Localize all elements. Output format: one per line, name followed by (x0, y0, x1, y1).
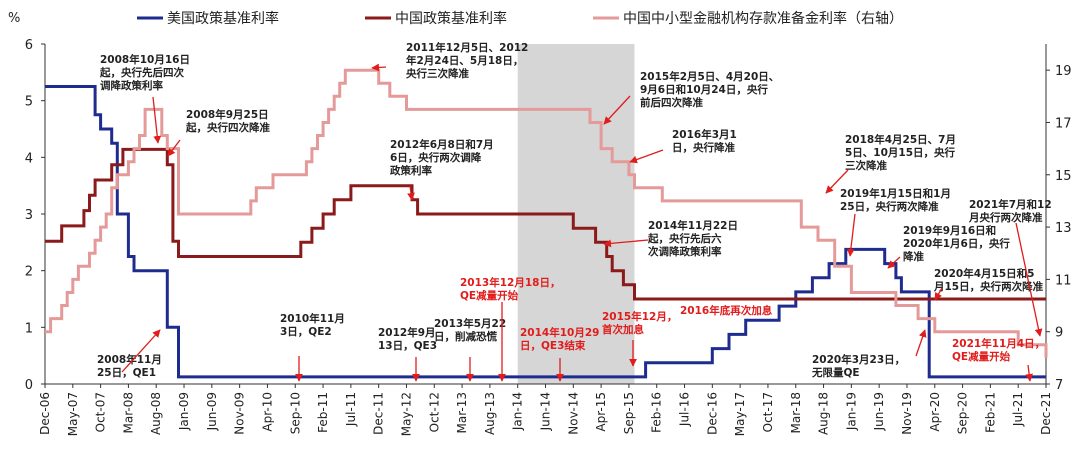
annotation-15: 2014年10月29 日，QE3结束 (520, 326, 599, 352)
annotation-arrow-18 (1025, 364, 1033, 382)
x-tick-label: Aug-08 (149, 392, 163, 435)
annotation-10: 2020年4月15日和5 月15日，央行两次降准 (933, 267, 1044, 293)
x-tick-label: Jun-14 (539, 392, 553, 431)
x-tick-label: Aug-18 (817, 392, 831, 435)
y-left-tick-label: 0 (25, 378, 33, 393)
annotation-4: 2016年3月1 日，央行降准 (672, 128, 737, 154)
annotation-arrow-2 (371, 63, 387, 72)
annotation-arrow-5 (407, 185, 415, 201)
x-tick-label: Jun-09 (205, 392, 219, 431)
annotation-arrow-19 (915, 329, 927, 357)
y-right-tick-label: 13 (1055, 221, 1072, 236)
y-left-tick-label: 2 (25, 265, 33, 280)
annotation-2: 2011年12月5日、2012 年2月24日、5月18日，央行三次降准 (406, 41, 528, 80)
y-left-tick-label: 1 (25, 321, 33, 336)
x-tick-label: Feb-11 (316, 392, 330, 433)
legend-us-label: 美国政策基准利率 (167, 10, 279, 27)
annotation-arrow-11 (1015, 222, 1043, 337)
x-tick-label: Sep-20 (956, 392, 970, 434)
annotation-arrow-10 (934, 287, 943, 301)
annotation-3: 2015年2月5日、4月20日、 9月6日和10月24日，央行前后四次降准 (640, 70, 779, 109)
annotation-arrow-3 (603, 95, 631, 125)
annotation-13: 2015年12月，首次加息 (602, 310, 677, 336)
y-left-tick-label: 4 (25, 151, 33, 166)
annotation-arrow-20 (121, 329, 161, 373)
y-right-tick-label: 11 (1055, 273, 1072, 288)
x-tick-label: Jan-09 (177, 392, 191, 431)
y-left-tick-label: 3 (25, 208, 33, 223)
y-left-tick-label: 5 (25, 95, 33, 110)
x-tick-label: Mar-13 (455, 392, 469, 433)
x-tick-label: Dec-06 (38, 392, 52, 435)
series-line-0 (45, 85, 1046, 379)
y-left-tick-label: 6 (25, 38, 33, 53)
x-tick-label: Oct-07 (94, 392, 108, 432)
annotation-16: 2021年11月4日， QE减量开始 (952, 337, 1045, 363)
x-tick-label: Jul-21 (1011, 392, 1025, 427)
y-right-tick-label: 15 (1055, 169, 1072, 184)
x-tick-label: Apr-15 (594, 392, 608, 432)
annotation-9: 2019年9月16日和 2020年1月6日，央行降准 (903, 224, 1010, 263)
annotation-17: 2010年11月 3日，QE2 (280, 312, 345, 338)
annotation-arrow-0 (152, 96, 162, 144)
x-tick-label: Jul-16 (678, 392, 692, 427)
x-tick-label: Sep-10 (288, 392, 302, 434)
x-tick-label: Jul-11 (344, 392, 358, 427)
x-tick-label: Dec-11 (372, 392, 386, 435)
x-tick-label: Nov-19 (900, 392, 914, 435)
x-tick-label: Jan-14 (511, 392, 525, 431)
x-tick-label: Mar-18 (789, 392, 803, 433)
y-right-tick-label: 19 (1055, 64, 1072, 79)
x-tick-label: Oct-17 (761, 392, 775, 432)
annotation-12: 2013年12月18日， QE减量开始 (460, 276, 560, 302)
annotation-6: 2014年11月22日起，央行先后六次调降政策利率 (647, 219, 738, 258)
legend-cn-label: 中国政策基准利率 (395, 10, 507, 27)
annotation-arrow-9 (887, 256, 901, 269)
y-right-tick-label: 17 (1055, 116, 1072, 131)
annotation-1: 2008年9月25日起，央行四次降准 (185, 108, 270, 134)
annotation-5: 2012年6月8日和7月 6日，央行两次调降政策利率 (390, 138, 494, 177)
annotation-arrow-4 (629, 149, 664, 164)
x-tick-label: Apr-10 (260, 392, 274, 432)
x-tick-label: May-07 (66, 392, 80, 436)
annotation-14: 2016年底再次加息 (680, 304, 773, 317)
annotation-7: 2018年4月25日、7月 5日、10月15日，央行三次降准 (845, 133, 956, 172)
annotation-arrow-6 (603, 239, 649, 248)
annotation-20: 2008年11月 25日，QE1 (97, 353, 162, 379)
y-right-tick-label: 9 (1055, 326, 1063, 341)
annotation-21: 2020年3月23日，无限量QE (811, 353, 905, 379)
x-tick-label: Apr-20 (928, 392, 942, 432)
annotation-18: 2012年9月 13日，QE3 (378, 326, 437, 352)
x-tick-label: Aug-13 (483, 392, 497, 435)
x-tick-label: Jun-19 (872, 392, 886, 431)
annotation-8: 2019年1月15日和1月 25日，央行两次降准 (840, 187, 951, 213)
x-tick-label: Jan-19 (844, 392, 858, 431)
x-tick-label: May-12 (399, 392, 413, 436)
y-right-tick-label: 7 (1055, 378, 1063, 393)
x-tick-label: Sep-15 (622, 392, 636, 434)
annotation-0: 2008年10月16日起，央行先后四次调降政策利率 (99, 53, 190, 92)
annotation-arrow-7 (825, 169, 849, 194)
series-line-2 (45, 68, 1048, 358)
x-tick-label: Dec-16 (705, 392, 719, 435)
x-tick-label: May-17 (733, 392, 747, 436)
annotation-arrow-8 (846, 213, 856, 257)
x-tick-label: Mar-08 (121, 392, 135, 433)
x-tick-label: Nov-09 (233, 392, 247, 435)
x-tick-label: Oct-12 (427, 392, 441, 432)
x-tick-label: Feb-16 (650, 392, 664, 433)
x-tick-label: Nov-14 (566, 392, 580, 435)
x-tick-label: Feb-21 (983, 392, 997, 433)
annotation-arrow-1 (167, 139, 181, 157)
annotation-19: 2013年5月22 日，削减恐慌 (434, 317, 506, 343)
annotation-11: 2021年7月和12 月央行两次降准 (968, 198, 1052, 224)
x-tick-label: Dec-21 (1039, 392, 1053, 435)
y-unit-label: % (8, 11, 20, 26)
legend-rr-label: 中国中小型金融机构存款准备金利率（右轴） (623, 10, 903, 27)
